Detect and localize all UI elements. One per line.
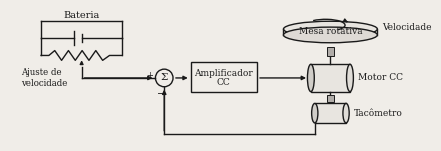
Text: Velocidade: Velocidade — [382, 23, 432, 32]
Ellipse shape — [312, 103, 318, 123]
Bar — [315, 103, 346, 123]
Text: Σ: Σ — [161, 73, 168, 82]
Text: Ajuste de
velocidade: Ajuste de velocidade — [22, 68, 68, 88]
Ellipse shape — [307, 64, 314, 92]
Bar — [326, 47, 334, 56]
Text: Tacômetro: Tacômetro — [354, 109, 403, 118]
Bar — [311, 64, 350, 92]
Ellipse shape — [343, 103, 349, 123]
Text: Amplificador: Amplificador — [194, 69, 253, 78]
Text: Mesa rotativa: Mesa rotativa — [299, 27, 362, 37]
Ellipse shape — [284, 21, 377, 37]
Text: Motor CC: Motor CC — [358, 73, 403, 82]
Ellipse shape — [347, 64, 353, 92]
Text: CC: CC — [217, 78, 231, 87]
Bar — [326, 95, 334, 102]
Ellipse shape — [284, 27, 377, 43]
Text: Bateria: Bateria — [64, 11, 100, 21]
Text: −: − — [157, 89, 165, 99]
Text: +: + — [146, 71, 153, 80]
Bar — [191, 62, 257, 92]
